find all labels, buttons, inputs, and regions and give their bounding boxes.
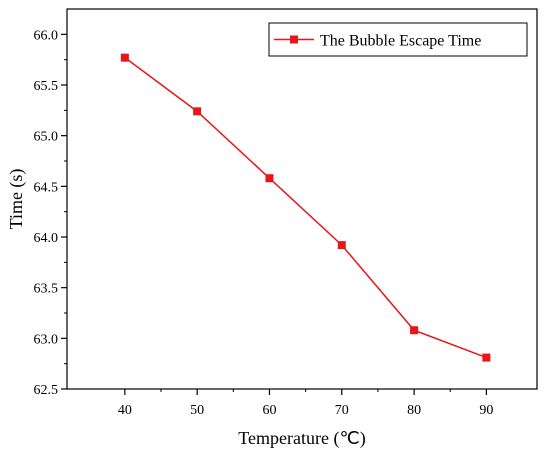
y-tick-label: 66.0: [34, 28, 59, 43]
x-tick-label: 80: [407, 403, 421, 418]
data-point-marker: [410, 326, 419, 335]
y-tick-label: 62.5: [34, 383, 59, 398]
x-tick-label: 50: [190, 403, 204, 418]
y-tick-label: 63.0: [34, 332, 59, 347]
legend-label: The Bubble Escape Time: [320, 33, 481, 50]
x-axis-ticks: 40 50 60 70 80 90: [118, 389, 493, 418]
x-tick-label: 40: [118, 403, 132, 418]
x-axis-title: Temperature (℃): [238, 428, 365, 449]
data-point-marker: [337, 241, 346, 250]
data-point-marker: [265, 174, 274, 183]
legend-marker-swatch: [290, 35, 298, 44]
data-point-marker: [482, 353, 491, 362]
y-tick-label: 63.5: [34, 282, 59, 297]
data-point-marker: [120, 53, 129, 62]
y-tick-label: 65.0: [34, 130, 59, 145]
y-tick-label: 65.5: [34, 79, 59, 94]
legend: The Bubble Escape Time: [268, 22, 528, 57]
plot-area-frame: [66, 8, 538, 390]
y-axis-title: Time (s): [6, 169, 27, 230]
x-tick-label: 90: [479, 403, 493, 418]
y-tick-label: 64.5: [34, 180, 59, 195]
data-point-marker: [193, 107, 202, 116]
y-tick-label: 64.0: [34, 231, 59, 246]
x-tick-label: 60: [262, 403, 276, 418]
series-layer: [120, 53, 491, 362]
x-tick-label: 70: [335, 403, 349, 418]
series-line: [124, 57, 487, 359]
y-axis-ticks: 62.5 63.0 63.5 64.0 64.5 65.0 65.5 66.0: [34, 28, 67, 398]
